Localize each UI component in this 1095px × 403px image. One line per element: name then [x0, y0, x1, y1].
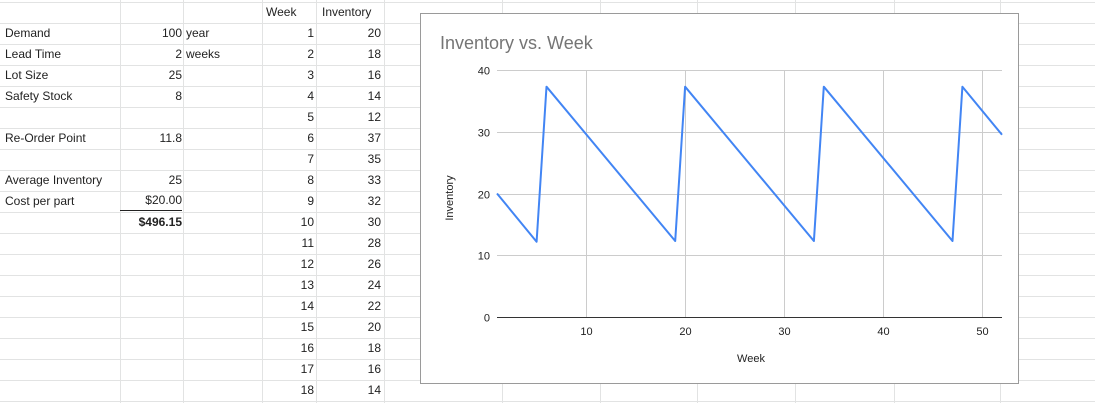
inventory-cell[interactable]: 35 — [367, 152, 381, 166]
y-tick-label: 10 — [478, 251, 490, 263]
inventory-series-line[interactable] — [496, 85, 1003, 243]
y-tick-label: 0 — [484, 313, 490, 325]
chart-gridlines — [497, 70, 1002, 318]
x-tick-label: 50 — [976, 326, 988, 338]
week-column-header[interactable]: Week — [266, 5, 297, 19]
reorder-point-value[interactable]: 11.8 — [159, 131, 182, 145]
reorder-point-label[interactable]: Re-Order Point — [5, 131, 86, 145]
x-tick-label: 20 — [679, 326, 691, 338]
chart-canvas: Inventory vs. Week 0 10 20 30 40 10 20 30 40 50 W… — [440, 33, 1003, 365]
y-axis-label: Inventory — [444, 175, 456, 221]
lead-time-unit[interactable]: weeks — [186, 47, 221, 61]
y-tick-label: 20 — [478, 190, 490, 202]
inventory-cell[interactable]: 32 — [367, 194, 381, 208]
week-cell[interactable]: 18 — [300, 383, 314, 397]
average-inventory-value[interactable]: 25 — [168, 173, 182, 187]
safety-stock-label[interactable]: Safety Stock — [5, 89, 73, 103]
inventory-cell[interactable]: 18 — [367, 341, 381, 355]
inventory-cell[interactable]: 26 — [367, 257, 381, 271]
week-cell[interactable]: 16 — [300, 341, 314, 355]
week-cell[interactable]: 8 — [307, 173, 314, 187]
x-tick-label: 30 — [778, 326, 790, 338]
inventory-cell[interactable]: 16 — [367, 362, 381, 376]
week-cell[interactable]: 6 — [307, 131, 314, 145]
inventory-cell[interactable]: 37 — [367, 131, 381, 145]
y-tick-label: 30 — [478, 128, 490, 140]
y-tick-label: 40 — [478, 66, 490, 78]
lot-size-value[interactable]: 25 — [168, 68, 182, 82]
average-inventory-label[interactable]: Average Inventory — [5, 173, 103, 187]
total-cost-value[interactable]: $496.15 — [138, 215, 182, 229]
inventory-cell[interactable]: 16 — [367, 68, 381, 82]
inventory-cell[interactable]: 33 — [367, 173, 381, 187]
inventory-cell[interactable]: 20 — [367, 320, 381, 334]
week-cell[interactable]: 5 — [307, 110, 314, 124]
x-axis-label: Week — [737, 353, 765, 365]
week-cell[interactable]: 10 — [300, 215, 314, 229]
safety-stock-value[interactable]: 8 — [175, 89, 182, 103]
demand-unit[interactable]: year — [186, 26, 210, 40]
x-tick-label: 10 — [580, 326, 592, 338]
week-cell[interactable]: 13 — [300, 278, 314, 292]
inventory-cell[interactable]: 14 — [367, 383, 381, 397]
lead-time-value[interactable]: 2 — [175, 47, 182, 61]
cost-per-part-value[interactable]: $20.00 — [120, 191, 182, 211]
week-cell[interactable]: 7 — [307, 152, 314, 166]
week-cell[interactable]: 1 — [307, 26, 314, 40]
x-tick-label: 40 — [877, 326, 889, 338]
inventory-cell[interactable]: 30 — [367, 215, 381, 229]
week-cell[interactable]: 4 — [307, 89, 314, 103]
week-cell[interactable]: 2 — [307, 47, 314, 61]
week-cell[interactable]: 9 — [307, 194, 314, 208]
week-cell[interactable]: 15 — [300, 320, 314, 334]
inventory-cell[interactable]: 22 — [367, 299, 381, 313]
lot-size-label[interactable]: Lot Size — [5, 68, 49, 82]
chart-title: Inventory vs. Week — [440, 33, 594, 53]
cost-per-part-label[interactable]: Cost per part — [5, 194, 75, 208]
week-cell[interactable]: 3 — [307, 68, 314, 82]
week-cell[interactable]: 11 — [301, 236, 314, 250]
lead-time-label[interactable]: Lead Time — [5, 47, 62, 61]
inventory-column-header[interactable]: Inventory — [322, 5, 372, 19]
demand-value[interactable]: 100 — [161, 26, 182, 40]
inventory-cell[interactable]: 24 — [367, 278, 381, 292]
week-cell[interactable]: 12 — [300, 257, 314, 271]
inventory-cell[interactable]: 18 — [367, 47, 381, 61]
inventory-cell[interactable]: 14 — [367, 89, 381, 103]
inventory-cell[interactable]: 12 — [367, 110, 381, 124]
chart-tick-labels: 0 10 20 30 40 10 20 30 40 50 — [478, 66, 989, 339]
inventory-cell[interactable]: 28 — [367, 236, 381, 250]
week-cell[interactable]: 17 — [300, 362, 314, 376]
inventory-chart[interactable]: Inventory vs. Week 0 10 20 30 40 10 20 30 40 50 W… — [420, 13, 1019, 384]
demand-label[interactable]: Demand — [5, 26, 51, 40]
inventory-cell[interactable]: 20 — [367, 26, 381, 40]
week-cell[interactable]: 14 — [300, 299, 314, 313]
